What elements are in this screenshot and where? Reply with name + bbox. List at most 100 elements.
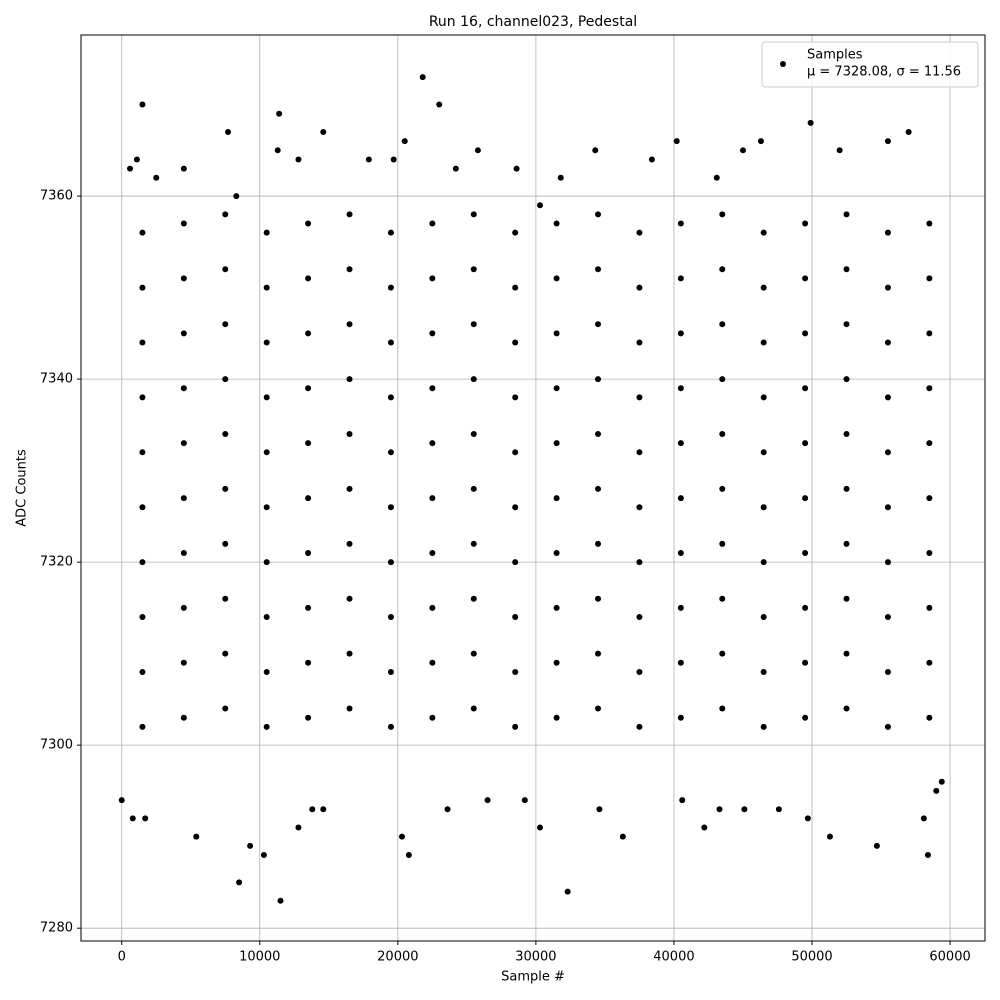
point: [701, 824, 708, 831]
point: [429, 714, 436, 721]
plot-frame: [80, 34, 986, 942]
point: [926, 220, 933, 227]
point: [924, 851, 931, 858]
point: [387, 668, 394, 675]
point: [444, 806, 451, 813]
point: [512, 723, 519, 730]
point: [222, 595, 229, 602]
point: [263, 504, 270, 511]
point: [636, 229, 643, 236]
point: [139, 339, 146, 346]
point: [595, 540, 602, 547]
legend-marker: [780, 61, 786, 67]
point: [512, 614, 519, 621]
point: [470, 595, 477, 602]
point: [305, 495, 312, 502]
point: [346, 540, 353, 547]
point: [595, 266, 602, 273]
point: [470, 376, 477, 383]
point: [470, 485, 477, 492]
y-tick-label: 7360: [40, 189, 73, 204]
point: [802, 714, 809, 721]
point: [719, 705, 726, 712]
point: [884, 723, 891, 730]
point: [802, 220, 809, 227]
point: [305, 220, 312, 227]
legend-annotation: μ = 7328.08, σ = 11.56: [807, 65, 961, 80]
point: [263, 668, 270, 675]
point: [320, 129, 327, 136]
point: [553, 330, 560, 337]
point: [139, 284, 146, 291]
point: [719, 266, 726, 273]
point: [802, 385, 809, 392]
point: [320, 806, 327, 813]
point: [470, 211, 477, 218]
point: [677, 659, 684, 666]
point: [260, 851, 267, 858]
point: [926, 604, 933, 611]
point: [436, 101, 443, 108]
point: [263, 394, 270, 401]
point: [648, 156, 655, 163]
point: [719, 650, 726, 657]
point: [429, 495, 436, 502]
point: [884, 504, 891, 511]
point: [595, 650, 602, 657]
point: [429, 604, 436, 611]
point: [802, 330, 809, 337]
point: [127, 165, 134, 172]
point: [305, 549, 312, 556]
point: [346, 705, 353, 712]
point: [180, 220, 187, 227]
point: [180, 714, 187, 721]
point: [139, 449, 146, 456]
point: [387, 723, 394, 730]
point: [636, 339, 643, 346]
point: [452, 165, 459, 172]
point: [387, 229, 394, 236]
point: [222, 705, 229, 712]
point: [926, 714, 933, 721]
point: [139, 559, 146, 566]
point: [193, 833, 200, 840]
point: [429, 220, 436, 227]
point: [512, 668, 519, 675]
point: [677, 440, 684, 447]
point: [512, 394, 519, 401]
point: [263, 723, 270, 730]
point: [636, 284, 643, 291]
point: [222, 211, 229, 218]
point: [760, 284, 767, 291]
point: [512, 504, 519, 511]
point: [595, 321, 602, 328]
point: [180, 659, 187, 666]
point: [775, 806, 782, 813]
point: [713, 174, 720, 181]
point: [387, 504, 394, 511]
x-tick-label: 30000: [515, 950, 556, 965]
point: [277, 897, 284, 904]
point: [263, 449, 270, 456]
point: [884, 614, 891, 621]
y-tick-label: 7300: [40, 738, 73, 753]
point: [596, 806, 603, 813]
point: [836, 147, 843, 154]
point: [139, 229, 146, 236]
point: [636, 559, 643, 566]
point: [595, 431, 602, 438]
point: [484, 797, 491, 804]
point: [905, 129, 912, 136]
point: [180, 275, 187, 282]
point: [553, 220, 560, 227]
point: [595, 211, 602, 218]
point: [843, 431, 850, 438]
point: [512, 339, 519, 346]
point: [401, 138, 408, 145]
point: [884, 394, 891, 401]
point: [636, 449, 643, 456]
point: [470, 540, 477, 547]
point: [346, 321, 353, 328]
point: [537, 202, 544, 209]
point: [677, 275, 684, 282]
